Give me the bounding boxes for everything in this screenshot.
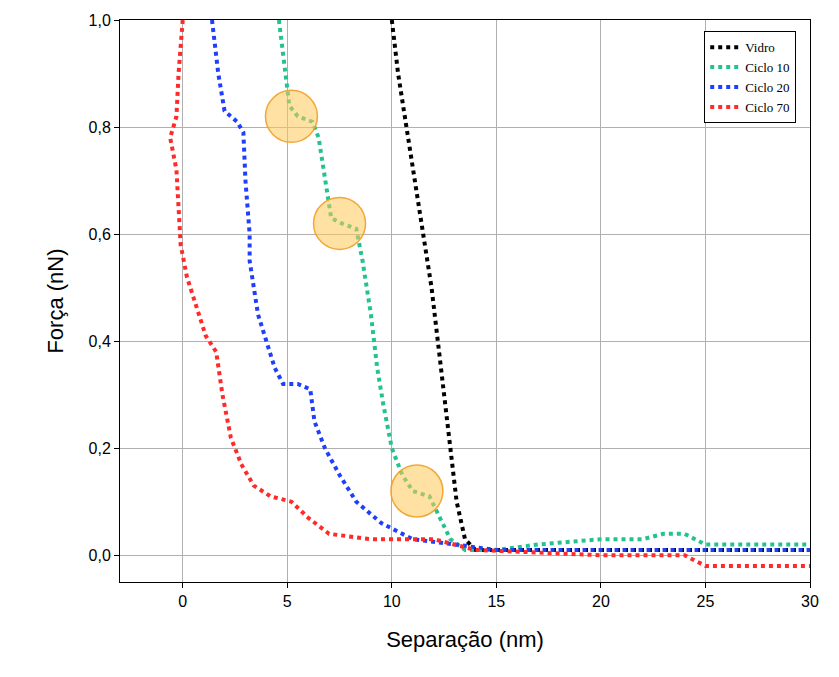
svg-text:0,4: 0,4: [89, 333, 111, 350]
svg-text:30: 30: [801, 593, 819, 610]
svg-text:1,0: 1,0: [89, 12, 111, 29]
svg-text:Ciclo 20: Ciclo 20: [745, 80, 789, 95]
svg-text:Separação (nm): Separação (nm): [386, 627, 544, 652]
svg-text:20: 20: [592, 593, 610, 610]
svg-text:15: 15: [487, 593, 505, 610]
svg-text:5: 5: [283, 593, 292, 610]
svg-text:0,6: 0,6: [89, 226, 111, 243]
svg-text:0,8: 0,8: [89, 119, 111, 136]
svg-text:0: 0: [178, 593, 187, 610]
svg-text:Ciclo 10: Ciclo 10: [745, 60, 789, 75]
svg-text:Ciclo 70: Ciclo 70: [745, 100, 789, 115]
svg-text:25: 25: [697, 593, 715, 610]
svg-text:Vidro: Vidro: [745, 40, 775, 55]
svg-text:10: 10: [383, 593, 401, 610]
svg-text:Força (nN): Força (nN): [43, 248, 68, 353]
svg-text:0,0: 0,0: [89, 547, 111, 564]
svg-text:0,2: 0,2: [89, 440, 111, 457]
